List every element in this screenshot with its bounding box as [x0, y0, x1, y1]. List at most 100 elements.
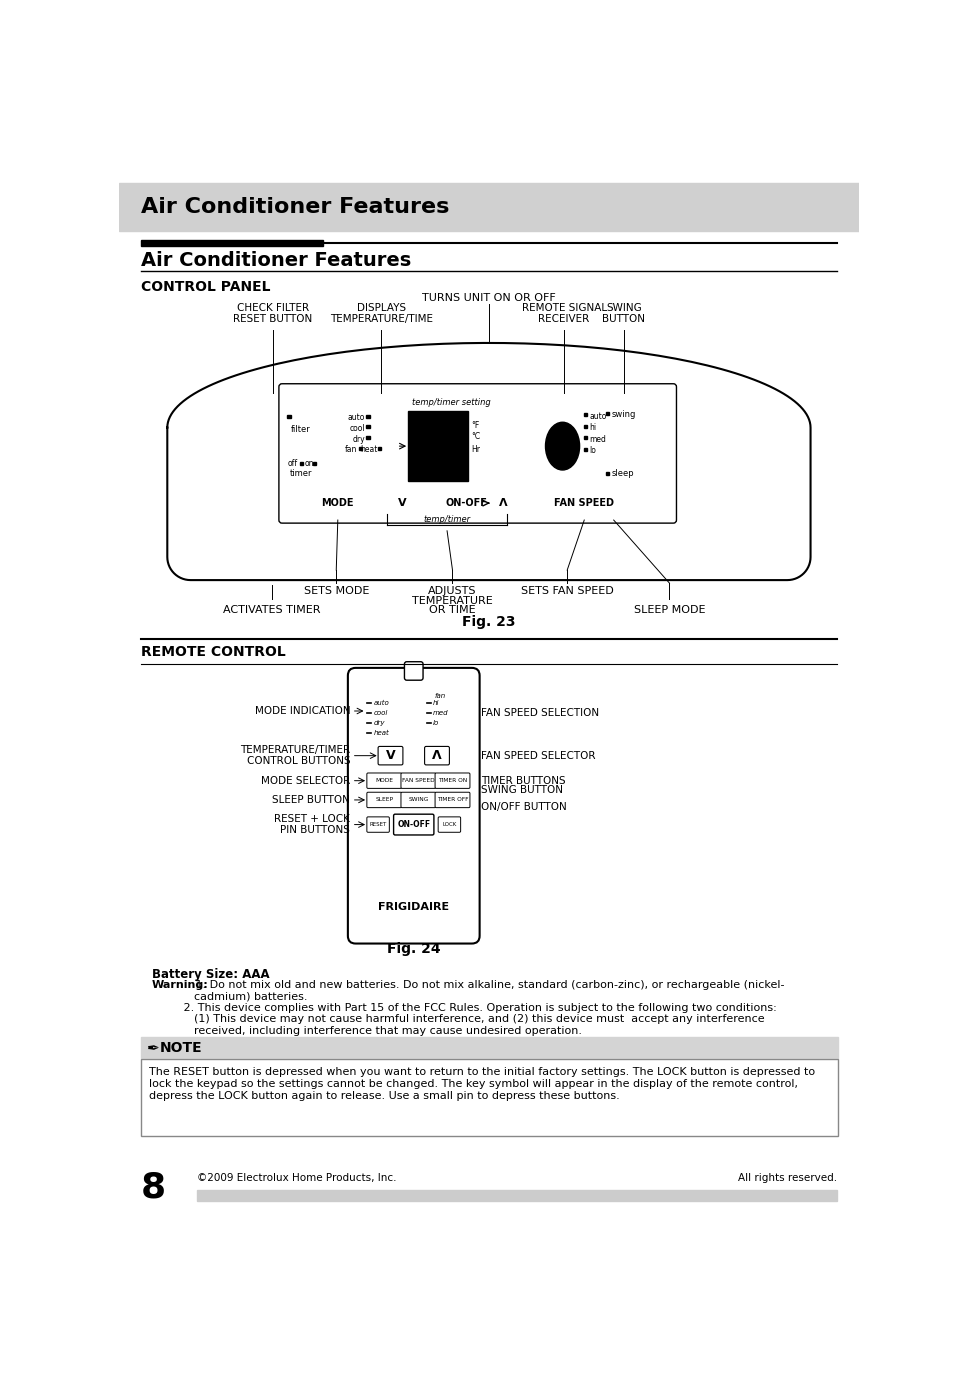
Text: MODE SELECTOR: MODE SELECTOR [261, 775, 350, 786]
Text: FAN SPEED: FAN SPEED [554, 498, 614, 509]
Bar [141, 239, 323, 246]
Text: CONTROL PANEL: CONTROL PANEL [141, 279, 270, 294]
Text: off: off [287, 459, 297, 468]
Text: Battery Size: AAA: Battery Size: AAA [152, 969, 269, 981]
Text: SETS FAN SPEED: SETS FAN SPEED [520, 586, 613, 596]
FancyBboxPatch shape [377, 746, 402, 764]
Ellipse shape [545, 423, 579, 470]
Text: RESET BUTTON: RESET BUTTON [233, 314, 312, 323]
Text: received, including interference that may cause undesired operation.: received, including interference that ma… [152, 1025, 581, 1036]
Text: Air Conditioner Features: Air Conditioner Features [141, 252, 411, 269]
Text: TIMER ON: TIMER ON [437, 778, 467, 784]
Bar [141, 1059, 838, 1136]
Bar [605, 471, 608, 474]
Text: auto: auto [589, 412, 606, 420]
Text: heat: heat [373, 730, 389, 737]
FancyBboxPatch shape [404, 662, 422, 680]
Bar [299, 462, 303, 464]
Text: cool: cool [373, 710, 388, 716]
Text: CHECK FILTER: CHECK FILTER [236, 303, 309, 312]
Text: TEMPERATURE/TIMER: TEMPERATURE/TIMER [240, 745, 350, 756]
Text: lo: lo [589, 446, 596, 455]
FancyBboxPatch shape [367, 792, 401, 807]
Text: Air Conditioner Features: Air Conditioner Features [141, 196, 449, 217]
Bar [583, 413, 587, 416]
Text: temp/timer setting: temp/timer setting [411, 398, 490, 406]
Bar [583, 448, 587, 451]
FancyBboxPatch shape [278, 384, 676, 524]
FancyBboxPatch shape [437, 817, 460, 832]
FancyBboxPatch shape [400, 792, 436, 807]
Text: FAN SPEED SELECTION: FAN SPEED SELECTION [480, 709, 598, 719]
Text: ACTIVATES TIMER: ACTIVATES TIMER [223, 605, 320, 615]
Bar [366, 415, 369, 417]
Text: SWING: SWING [408, 797, 428, 803]
Text: fan: fan [344, 445, 356, 455]
Text: on: on [304, 459, 314, 468]
Text: SWING: SWING [605, 303, 641, 312]
Text: swing: swing [611, 410, 635, 419]
Text: lock the keypad so the settings cannot be changed. The key symbol will appear in: lock the keypad so the settings cannot b… [149, 1079, 797, 1089]
Text: hi: hi [589, 423, 597, 433]
FancyBboxPatch shape [394, 814, 434, 835]
Text: Λ: Λ [432, 749, 441, 761]
Text: TIMER OFF: TIMER OFF [436, 797, 468, 803]
Text: hi: hi [433, 701, 439, 706]
Bar [358, 446, 361, 451]
Text: CONTROL BUTTONS: CONTROL BUTTONS [246, 756, 350, 766]
FancyBboxPatch shape [367, 817, 389, 832]
Text: Fig. 23: Fig. 23 [461, 615, 516, 629]
Text: SWING BUTTON: SWING BUTTON [480, 785, 562, 795]
FancyBboxPatch shape [435, 792, 470, 807]
Text: The RESET button is depressed when you want to return to the initial factory set: The RESET button is depressed when you w… [149, 1067, 814, 1077]
Text: ON-OFF: ON-OFF [396, 820, 430, 829]
Text: V: V [385, 749, 395, 761]
Text: °F: °F [471, 422, 478, 430]
Text: ©2009 Electrolux Home Products, Inc.: ©2009 Electrolux Home Products, Inc. [196, 1173, 395, 1183]
Bar [119, 182, 858, 231]
Text: RECEIVER: RECEIVER [537, 314, 589, 323]
Bar [141, 1038, 838, 1059]
Text: auto: auto [347, 413, 365, 422]
Text: Λ: Λ [498, 498, 507, 509]
Text: V: V [397, 498, 406, 509]
Text: RESET + LOCK: RESET + LOCK [274, 814, 350, 824]
Text: RESET: RESET [369, 822, 386, 826]
Text: ✒: ✒ [147, 1041, 160, 1056]
Text: dry: dry [352, 435, 365, 444]
Text: MODE: MODE [375, 778, 393, 784]
Text: FRIGIDAIRE: FRIGIDAIRE [377, 901, 449, 912]
Text: SLEEP BUTTON: SLEEP BUTTON [272, 795, 350, 804]
Text: depress the LOCK button again to release. Use a small pin to depress these butto: depress the LOCK button again to release… [149, 1092, 618, 1101]
Text: filter: filter [291, 426, 310, 434]
Text: SETS MODE: SETS MODE [303, 586, 369, 596]
Text: dry: dry [373, 720, 385, 727]
Bar [605, 412, 608, 416]
FancyBboxPatch shape [367, 773, 401, 788]
Text: Warning:: Warning: [152, 980, 209, 990]
Bar [196, 1190, 836, 1201]
Text: TURNS UNIT ON OR OFF: TURNS UNIT ON OR OFF [421, 293, 556, 303]
Text: fan: fan [435, 692, 445, 698]
FancyBboxPatch shape [424, 746, 449, 764]
Bar [583, 437, 587, 439]
Text: MODE: MODE [321, 498, 354, 509]
Text: lo: lo [433, 720, 439, 727]
Text: REMOTE SIGNAL: REMOTE SIGNAL [521, 303, 606, 312]
Text: cadmium) batteries.: cadmium) batteries. [152, 991, 307, 1002]
Text: PIN BUTTONS: PIN BUTTONS [280, 825, 350, 835]
Text: TIMER BUTTONS: TIMER BUTTONS [480, 775, 565, 786]
Text: LOCK: LOCK [442, 822, 456, 826]
Text: cool: cool [349, 424, 365, 433]
Text: DISPLAYS: DISPLAYS [356, 303, 405, 312]
Text: All rights reserved.: All rights reserved. [737, 1173, 836, 1183]
Text: sleep: sleep [611, 470, 634, 478]
Text: heat: heat [359, 445, 377, 455]
Bar [313, 462, 315, 464]
Bar [141, 1059, 838, 1136]
Text: 2. This device complies with Part 15 of the FCC Rules. Operation is subject to t: 2. This device complies with Part 15 of … [152, 1003, 776, 1013]
Bar [377, 446, 381, 451]
FancyBboxPatch shape [400, 773, 436, 788]
Bar [286, 415, 291, 419]
Text: REMOTE CONTROL: REMOTE CONTROL [141, 645, 285, 659]
